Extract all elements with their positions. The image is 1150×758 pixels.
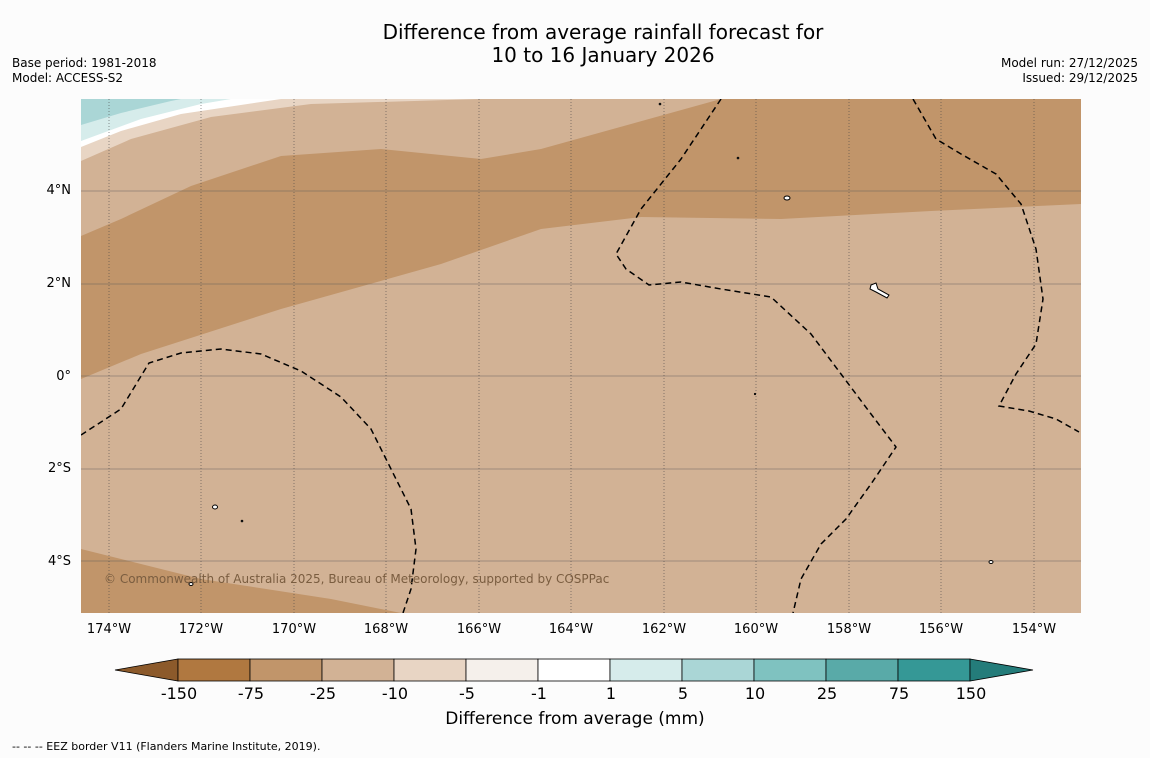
map-title-line2: 10 to 16 January 2026	[491, 43, 715, 67]
colorbar-segment	[177, 658, 251, 682]
colorbar-tick: -25	[309, 684, 337, 703]
lon-label: 156°W	[918, 622, 964, 637]
lon-label: 174°W	[86, 622, 132, 637]
islands	[188, 102, 994, 586]
colorbar-tick: -1	[531, 684, 547, 703]
colorbar-segment	[249, 658, 323, 682]
lat-label: 2°N	[46, 276, 72, 291]
lon-label: 168°W	[363, 622, 409, 637]
colorbar-tick: 25	[816, 684, 838, 703]
colorbar-segment	[825, 658, 899, 682]
eez-note: -- -- -- EEZ border V11 (Flanders Marine…	[12, 740, 321, 753]
wetter-band-region	[81, 99, 181, 125]
colorbar-segment	[321, 658, 395, 682]
colorbar-extend-high	[969, 658, 1034, 682]
lat-label: 2°S	[47, 461, 71, 476]
colorbar-tick: -10	[381, 684, 409, 703]
map-gridlines	[81, 190, 1081, 562]
colorbar-segment	[609, 658, 683, 682]
dry-band-region	[81, 99, 1081, 379]
colorbar	[114, 658, 1034, 682]
issued-label: Issued: 29/12/2025	[1022, 71, 1138, 85]
model-label: Model: ACCESS-S2	[12, 71, 124, 85]
lon-label: 158°W	[826, 622, 872, 637]
map-title-line1: Difference from average rainfall forecas…	[382, 20, 824, 44]
colorbar-tick: -150	[160, 684, 198, 703]
lon-label: 162°W	[641, 622, 687, 637]
colorbar-segment	[537, 658, 611, 682]
rainfall-map	[81, 99, 1081, 613]
colorbar-segment	[393, 658, 467, 682]
lon-label: 166°W	[456, 622, 502, 637]
dry-bottom-left-region	[81, 549, 401, 613]
colorbar-tick: 75	[888, 684, 910, 703]
colorbar-tick: 1	[605, 684, 617, 703]
light-band-region	[81, 99, 721, 236]
colorbar-title: Difference from average (mm)	[445, 709, 705, 729]
colorbar-tick: 5	[677, 684, 689, 703]
colorbar-tick: 10	[744, 684, 766, 703]
model-run-label: Model run: 27/12/2025	[1000, 56, 1138, 70]
lon-label: 164°W	[548, 622, 594, 637]
colorbar-segment	[681, 658, 755, 682]
colorbar-extend-low	[114, 658, 179, 682]
colorbar-tick: -75	[237, 684, 265, 703]
lat-label: 4°S	[47, 554, 71, 569]
colorbar-segment	[465, 658, 539, 682]
lat-label: 4°N	[46, 183, 72, 198]
lon-label: 160°W	[733, 622, 779, 637]
colorbar-tick: -5	[459, 684, 475, 703]
colorbar-segment	[897, 658, 971, 682]
lon-label: 154°W	[1011, 622, 1057, 637]
colorbar-segment	[753, 658, 827, 682]
lon-label: 172°W	[178, 622, 224, 637]
base-period-label: Base period: 1981-2018	[12, 56, 157, 70]
lon-label: 170°W	[271, 622, 317, 637]
colorbar-tick: 150	[955, 684, 987, 703]
copyright-text: © Commonwealth of Australia 2025, Bureau…	[104, 572, 610, 586]
very-light-band-region	[81, 99, 481, 161]
eez-borders	[81, 99, 1080, 613]
lat-label: 0°	[56, 369, 71, 384]
